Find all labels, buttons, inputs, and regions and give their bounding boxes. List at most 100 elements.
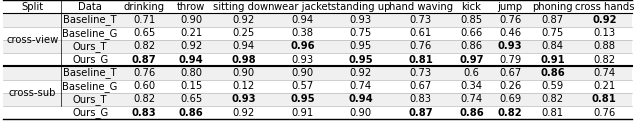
Text: 0.95: 0.95 <box>291 94 315 104</box>
Text: 0.86: 0.86 <box>460 41 483 51</box>
Text: 0.94: 0.94 <box>292 15 314 25</box>
Text: 0.21: 0.21 <box>180 28 202 38</box>
Text: 0.60: 0.60 <box>133 81 155 91</box>
Text: drinking: drinking <box>124 2 164 12</box>
Text: 0.61: 0.61 <box>410 28 432 38</box>
Text: 0.93: 0.93 <box>292 55 314 65</box>
Text: 0.75: 0.75 <box>349 28 372 38</box>
Text: 0.90: 0.90 <box>292 68 314 78</box>
Text: Ours_G: Ours_G <box>72 54 108 65</box>
Text: cross-sub: cross-sub <box>8 88 56 98</box>
Text: 0.93: 0.93 <box>498 41 522 51</box>
Text: 0.86: 0.86 <box>540 68 565 78</box>
Text: 0.95: 0.95 <box>348 55 373 65</box>
Text: throw: throw <box>177 2 205 12</box>
Text: cross hands: cross hands <box>575 2 634 12</box>
Text: 0.82: 0.82 <box>498 108 522 118</box>
Text: 0.69: 0.69 <box>499 94 522 104</box>
Text: kick: kick <box>461 2 481 12</box>
Text: 0.87: 0.87 <box>408 108 433 118</box>
Text: 0.90: 0.90 <box>180 15 202 25</box>
Text: 0.87: 0.87 <box>132 55 156 65</box>
Bar <box>3 13 632 27</box>
Text: 0.59: 0.59 <box>541 81 564 91</box>
Text: 0.92: 0.92 <box>349 68 372 78</box>
Text: 0.76: 0.76 <box>499 15 522 25</box>
Text: Baseline_G: Baseline_G <box>63 28 118 39</box>
Text: standing up: standing up <box>331 2 390 12</box>
Bar <box>3 66 632 80</box>
Text: 0.92: 0.92 <box>592 15 616 25</box>
Text: Ours_G: Ours_G <box>72 107 108 118</box>
Text: 0.80: 0.80 <box>180 68 202 78</box>
Text: 0.81: 0.81 <box>592 94 617 104</box>
Text: 0.67: 0.67 <box>410 81 432 91</box>
Text: 0.94: 0.94 <box>179 55 204 65</box>
Bar <box>3 106 632 119</box>
Text: 0.86: 0.86 <box>179 108 204 118</box>
Text: 0.73: 0.73 <box>410 15 432 25</box>
Text: 0.83: 0.83 <box>132 108 156 118</box>
Text: Baseline_T: Baseline_T <box>63 14 117 25</box>
Text: 0.65: 0.65 <box>133 28 156 38</box>
Text: 0.93: 0.93 <box>349 15 372 25</box>
Text: 0.90: 0.90 <box>232 68 255 78</box>
Text: 0.88: 0.88 <box>593 41 615 51</box>
Text: 0.25: 0.25 <box>232 28 255 38</box>
Text: 0.82: 0.82 <box>541 94 564 104</box>
Text: 0.38: 0.38 <box>292 28 314 38</box>
Text: 0.82: 0.82 <box>133 41 155 51</box>
Text: 0.97: 0.97 <box>460 55 484 65</box>
Text: Split: Split <box>21 2 44 12</box>
Text: 0.76: 0.76 <box>593 108 616 118</box>
Text: 0.86: 0.86 <box>459 108 484 118</box>
Text: sitting down: sitting down <box>212 2 274 12</box>
Text: 0.85: 0.85 <box>460 15 483 25</box>
Text: 0.82: 0.82 <box>593 55 615 65</box>
Text: hand waving: hand waving <box>388 2 453 12</box>
Text: 0.81: 0.81 <box>408 55 433 65</box>
Text: 0.12: 0.12 <box>232 81 255 91</box>
Text: phoning: phoning <box>532 2 573 12</box>
Text: 0.91: 0.91 <box>540 55 565 65</box>
Text: 0.71: 0.71 <box>133 15 156 25</box>
Text: 0.76: 0.76 <box>410 41 432 51</box>
Bar <box>3 40 632 53</box>
Text: 0.46: 0.46 <box>499 28 521 38</box>
Text: Ours_T: Ours_T <box>73 94 108 105</box>
Bar <box>3 53 632 66</box>
Text: 0.82: 0.82 <box>133 94 155 104</box>
Text: 0.15: 0.15 <box>180 81 202 91</box>
Text: 0.67: 0.67 <box>499 68 522 78</box>
Text: 0.65: 0.65 <box>180 94 202 104</box>
Text: 0.34: 0.34 <box>461 81 483 91</box>
Text: 0.83: 0.83 <box>410 94 432 104</box>
Text: 0.90: 0.90 <box>349 108 372 118</box>
Text: 0.74: 0.74 <box>349 81 372 91</box>
Text: wear jacket: wear jacket <box>274 2 332 12</box>
Bar <box>3 93 632 106</box>
Text: 0.75: 0.75 <box>541 28 564 38</box>
Text: 0.74: 0.74 <box>460 94 483 104</box>
Bar <box>3 80 632 93</box>
Text: 0.92: 0.92 <box>232 15 255 25</box>
Bar <box>3 27 632 40</box>
Text: 0.93: 0.93 <box>231 94 256 104</box>
Text: 0.26: 0.26 <box>499 81 522 91</box>
Text: 0.57: 0.57 <box>291 81 314 91</box>
Text: 0.6: 0.6 <box>463 68 479 78</box>
Text: 0.92: 0.92 <box>180 41 202 51</box>
Text: 0.21: 0.21 <box>593 81 616 91</box>
Text: cross-view: cross-view <box>6 35 58 45</box>
Text: 0.94: 0.94 <box>232 41 255 51</box>
Text: 0.91: 0.91 <box>291 108 314 118</box>
Text: 0.76: 0.76 <box>133 68 156 78</box>
Text: 0.13: 0.13 <box>593 28 615 38</box>
Text: Ours_T: Ours_T <box>73 41 108 52</box>
Text: 0.84: 0.84 <box>542 41 564 51</box>
Text: 0.79: 0.79 <box>499 55 522 65</box>
Text: 0.96: 0.96 <box>291 41 315 51</box>
Text: 0.92: 0.92 <box>232 108 255 118</box>
Text: Data: Data <box>78 2 102 12</box>
Text: 0.94: 0.94 <box>348 94 373 104</box>
